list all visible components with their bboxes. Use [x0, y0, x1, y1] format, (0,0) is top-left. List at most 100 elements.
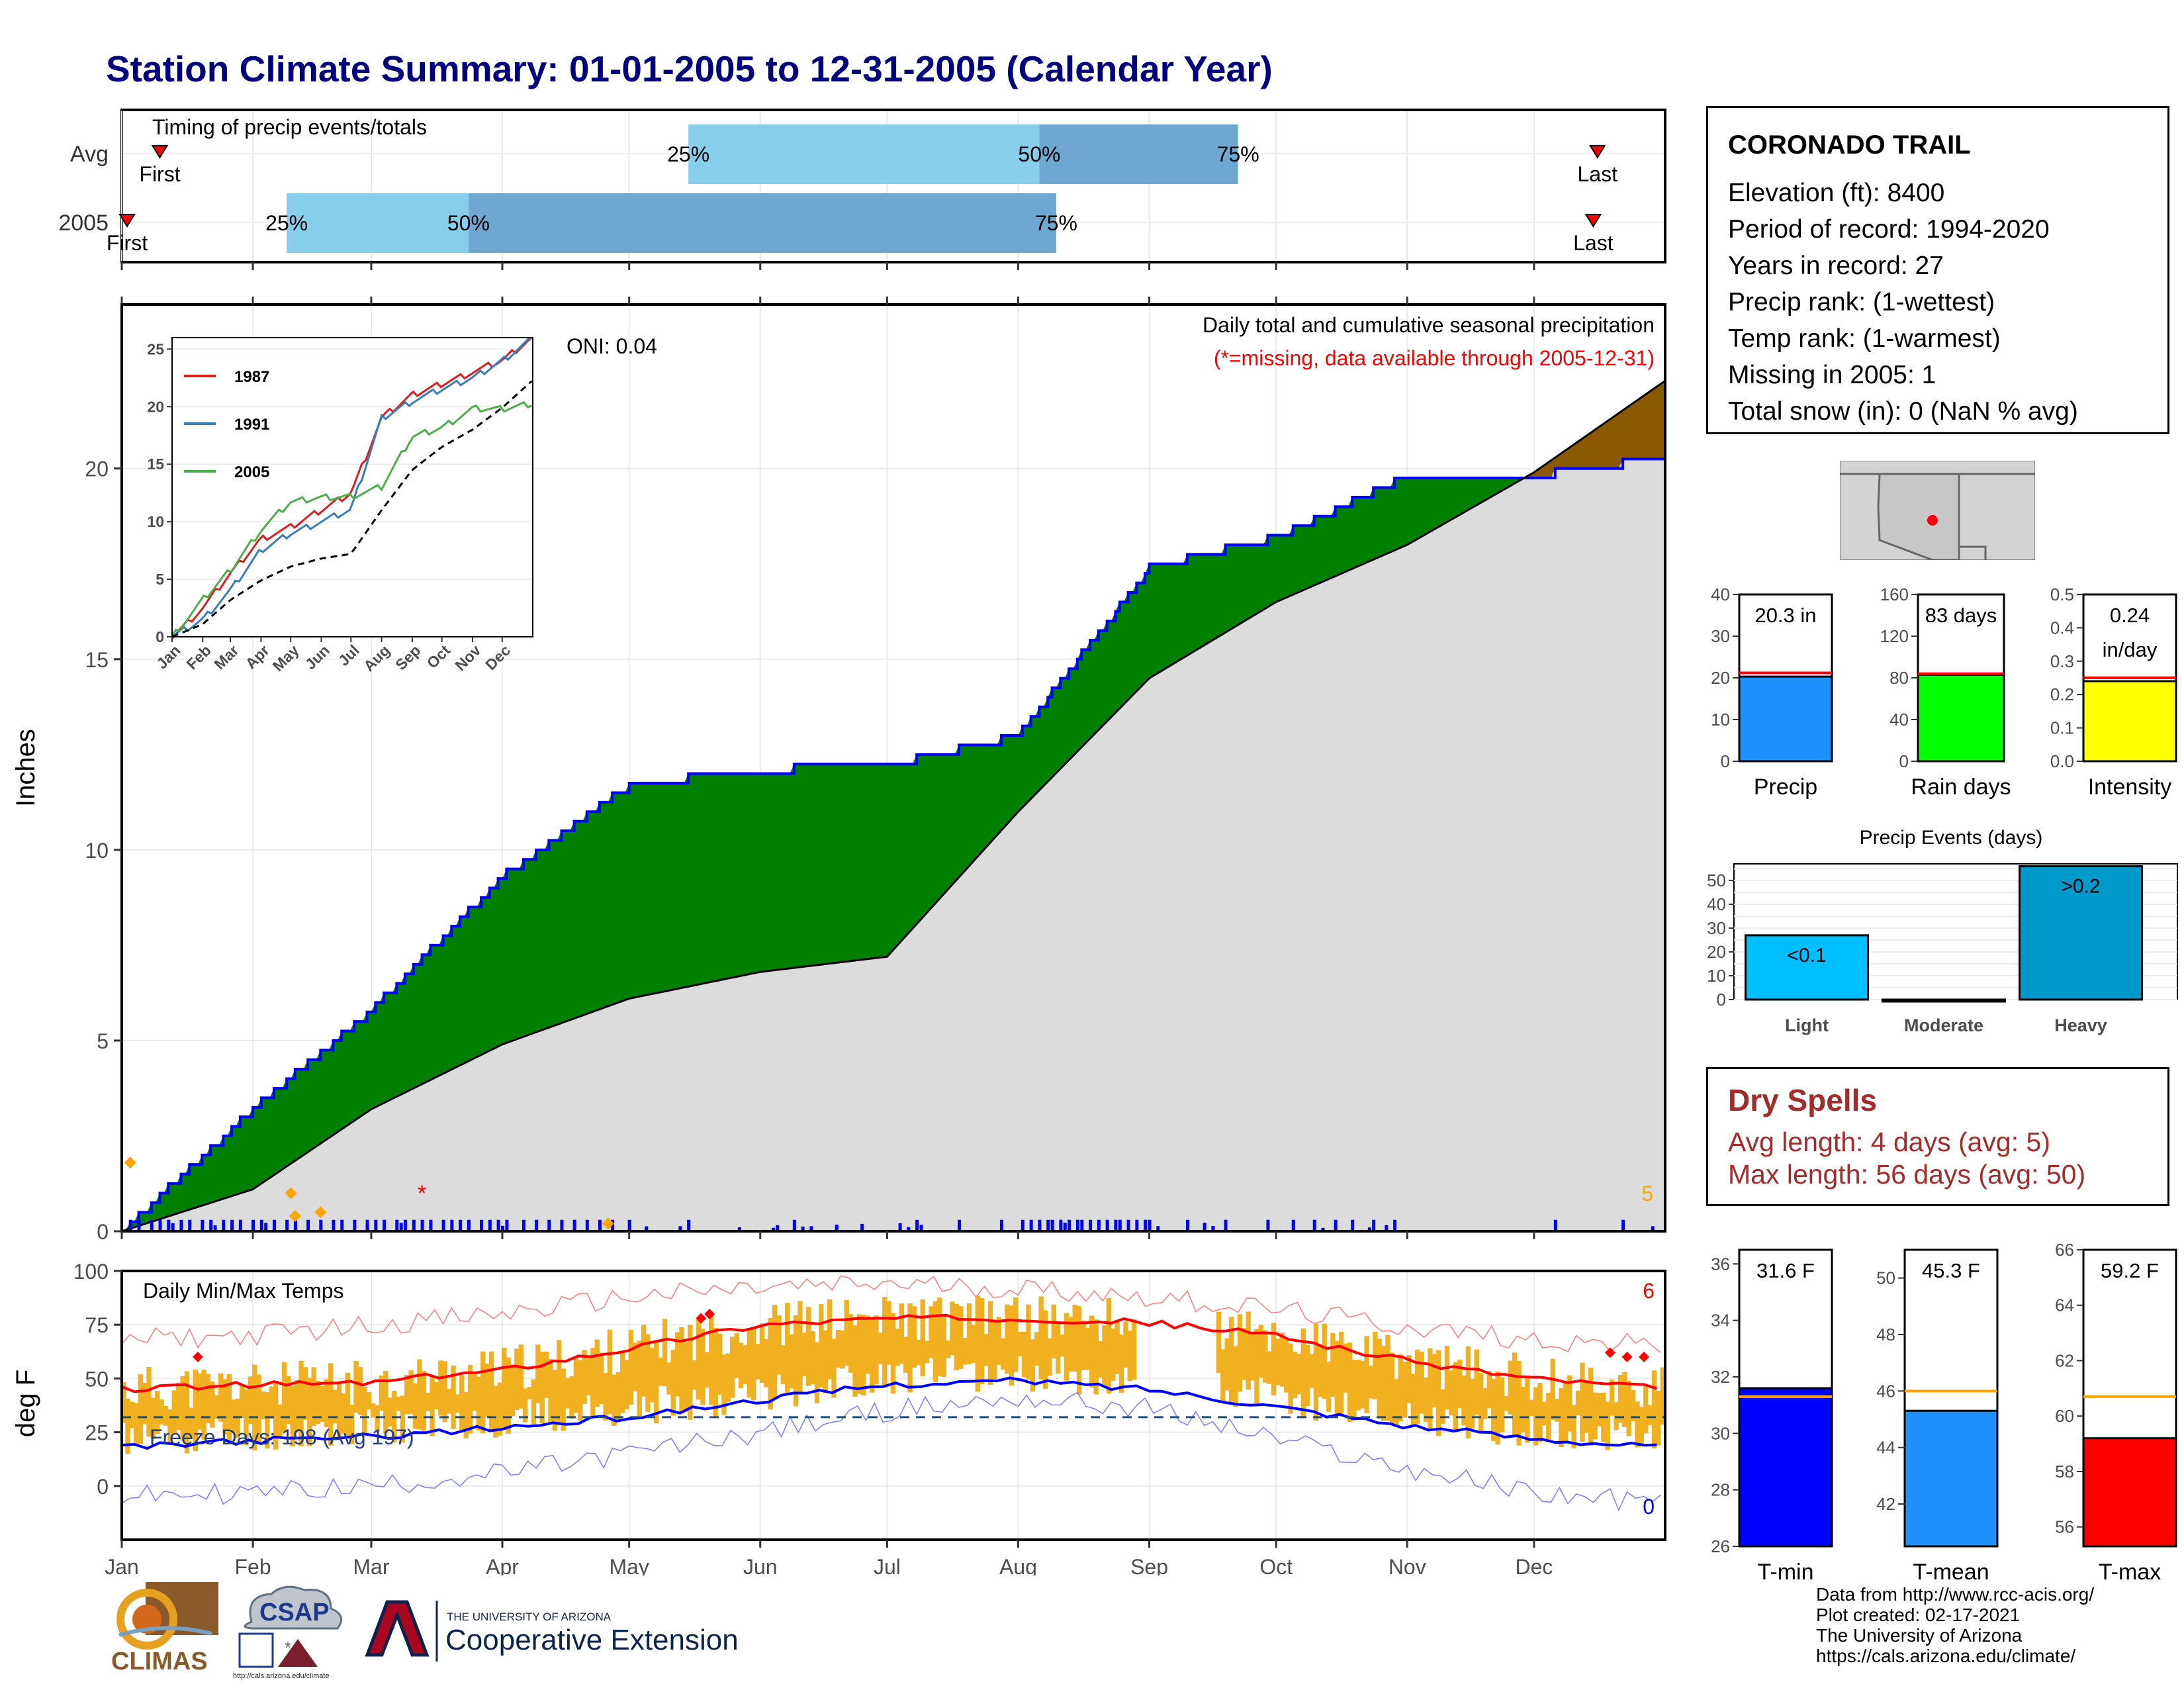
temps-ytick-label: 25 [85, 1421, 109, 1445]
temps-daily-range-bar [1622, 1372, 1627, 1427]
timing-bar-25-50 [688, 124, 1040, 184]
temps-daily-range-bar [1630, 1390, 1636, 1422]
temps-count-min: 0 [1643, 1495, 1655, 1519]
temps-daily-range-bar [1106, 1297, 1112, 1393]
precip-frame [120, 303, 1666, 1233]
precip-missing-note: (*=missing, data available through 2005-… [1214, 346, 1655, 370]
temps-daily-range-bar [1017, 1332, 1023, 1356]
temps-daily-range-bar [138, 1374, 143, 1444]
temps-daily-range-bar [713, 1327, 718, 1417]
temps-daily-range-bar [709, 1313, 714, 1405]
temps-daily-range-bar [848, 1314, 854, 1373]
temps-daily-range-bar [438, 1360, 443, 1416]
temps-daily-range-bar [502, 1347, 507, 1430]
inset-frame [171, 337, 533, 637]
timing-marker-label: Last [1573, 231, 1614, 255]
dry-spells-title: Dry Spells [1728, 1083, 1877, 1117]
temps-daily-range-bar [1326, 1361, 1332, 1412]
temps-daily-range-bar [1617, 1374, 1623, 1423]
temps-daily-range-bar [1541, 1401, 1547, 1426]
temps-daily-range-bar [180, 1376, 185, 1441]
precip-daily-bar [441, 1219, 445, 1231]
temps-daily-range-bar [349, 1405, 355, 1444]
temps-daily-range-bar [455, 1394, 461, 1413]
timing-marker-icon [151, 145, 169, 159]
temps-daily-range-bar [375, 1405, 380, 1432]
precip-daily-bar [645, 1226, 649, 1231]
temps-daily-range-bar [594, 1339, 600, 1407]
credit-university: The University of Arizona [1816, 1625, 2023, 1646]
temps-daily-range-bar [835, 1330, 841, 1368]
temps-daily-range-bar [1093, 1319, 1099, 1395]
temps-daily-range-bar [357, 1366, 363, 1415]
precip-daily-bar [1321, 1227, 1325, 1231]
precip-daily-bar [1351, 1219, 1355, 1231]
precip-daily-bar [737, 1227, 741, 1231]
temps-daily-range-bar [768, 1317, 773, 1410]
record-high-marker-icon [1621, 1351, 1633, 1362]
temps-daily-range-bar [1254, 1329, 1259, 1403]
temps-daily-range-bar [628, 1329, 634, 1405]
temps-daily-range-bar [1419, 1351, 1424, 1414]
precip-daily-bar [238, 1219, 242, 1231]
temps-daily-range-bar [1351, 1360, 1357, 1421]
climas-logo: CLIMAS [111, 1582, 218, 1675]
tmin-summary-ytick-label: 34 [1711, 1311, 1730, 1331]
events-bar-label: <0.1 [1787, 945, 1826, 966]
precip-daily-bar [222, 1219, 226, 1231]
temps-daily-range-bar [1013, 1297, 1019, 1372]
temps-daily-range-bar [493, 1385, 498, 1438]
temps-daily-range-bar [1596, 1393, 1602, 1427]
events-category-label: Heavy [2054, 1015, 2107, 1035]
precip-daily-bar [1291, 1219, 1295, 1231]
precip-daily-bar [285, 1219, 289, 1231]
raindays-summary-ytick-label: 120 [1880, 626, 1909, 646]
temps-daily-range-bar [1026, 1304, 1031, 1380]
tmean-summary-value-label: 45.3 F [1922, 1259, 1980, 1282]
temps-daily-range-bar [1584, 1380, 1589, 1433]
temps-daily-range-bar [488, 1351, 494, 1432]
precip-daily-bar [1266, 1219, 1270, 1231]
temps-daily-range-bar [612, 1374, 617, 1426]
tmin-summary-value-label: 31.6 F [1756, 1259, 1815, 1282]
temps-daily-range-bar [971, 1325, 976, 1363]
temps-daily-range-bar [662, 1319, 668, 1387]
temps-daily-range-bar [193, 1369, 199, 1452]
precip-daily-bar [1211, 1226, 1215, 1231]
tmax-summary-ytick-label: 64 [2055, 1295, 2074, 1315]
temps-daily-range-bar [987, 1301, 993, 1385]
temps-daily-range-bar [366, 1391, 371, 1410]
precip-average-area [122, 381, 1665, 1231]
station-info: CORONADO TRAIL Elevation (ft): 8400 Peri… [1706, 106, 2169, 434]
temps-daily-range-bar [277, 1404, 283, 1439]
precip-daily-bar [687, 1219, 691, 1231]
temps-daily-range-bar [607, 1329, 613, 1415]
precip-daily-bar [547, 1219, 551, 1231]
temps-daily-range-bar [856, 1314, 862, 1394]
temps-daily-range-bar [336, 1381, 342, 1438]
credit-data-source: Data from http://www.rcc-acis.org/ [1816, 1584, 2095, 1605]
temps-daily-range-bar [1364, 1336, 1369, 1413]
temps-daily-range-bar [1516, 1360, 1522, 1446]
station-snow: Total snow (in): 0 (NaN % avg) [1728, 397, 2078, 426]
month-label: Feb [234, 1555, 271, 1575]
month-label: Apr [486, 1555, 519, 1575]
temps-daily-range-bar [345, 1372, 351, 1438]
precip-daily-bar [399, 1223, 403, 1231]
timing-quartile-label: 75% [1035, 211, 1077, 235]
temps-daily-range-bar [1398, 1354, 1403, 1421]
temps-daily-range-bar [1559, 1388, 1564, 1448]
temps-daily-range-bar [1228, 1317, 1234, 1405]
dry-spells-box: Dry Spells Avg length: 4 days (avg: 5) M… [1706, 1067, 2169, 1206]
tmax-summary-ytick-label: 62 [2055, 1350, 2074, 1370]
credits: Data from http://www.rcc-acis.org/ Plot … [1816, 1584, 2094, 1666]
precip-daily-bar [1021, 1219, 1024, 1231]
month-label: Sep [1130, 1555, 1168, 1575]
temps-daily-range-bar [1060, 1334, 1065, 1356]
temps-daily-range-bar [155, 1390, 160, 1434]
timing-marker-icon [118, 214, 136, 228]
precip-daily-bar [319, 1219, 323, 1231]
temps-daily-range-bar [882, 1297, 887, 1387]
station-missing: Missing in 2005: 1 [1728, 361, 1936, 389]
temps-daily-range-bar [996, 1317, 1001, 1365]
